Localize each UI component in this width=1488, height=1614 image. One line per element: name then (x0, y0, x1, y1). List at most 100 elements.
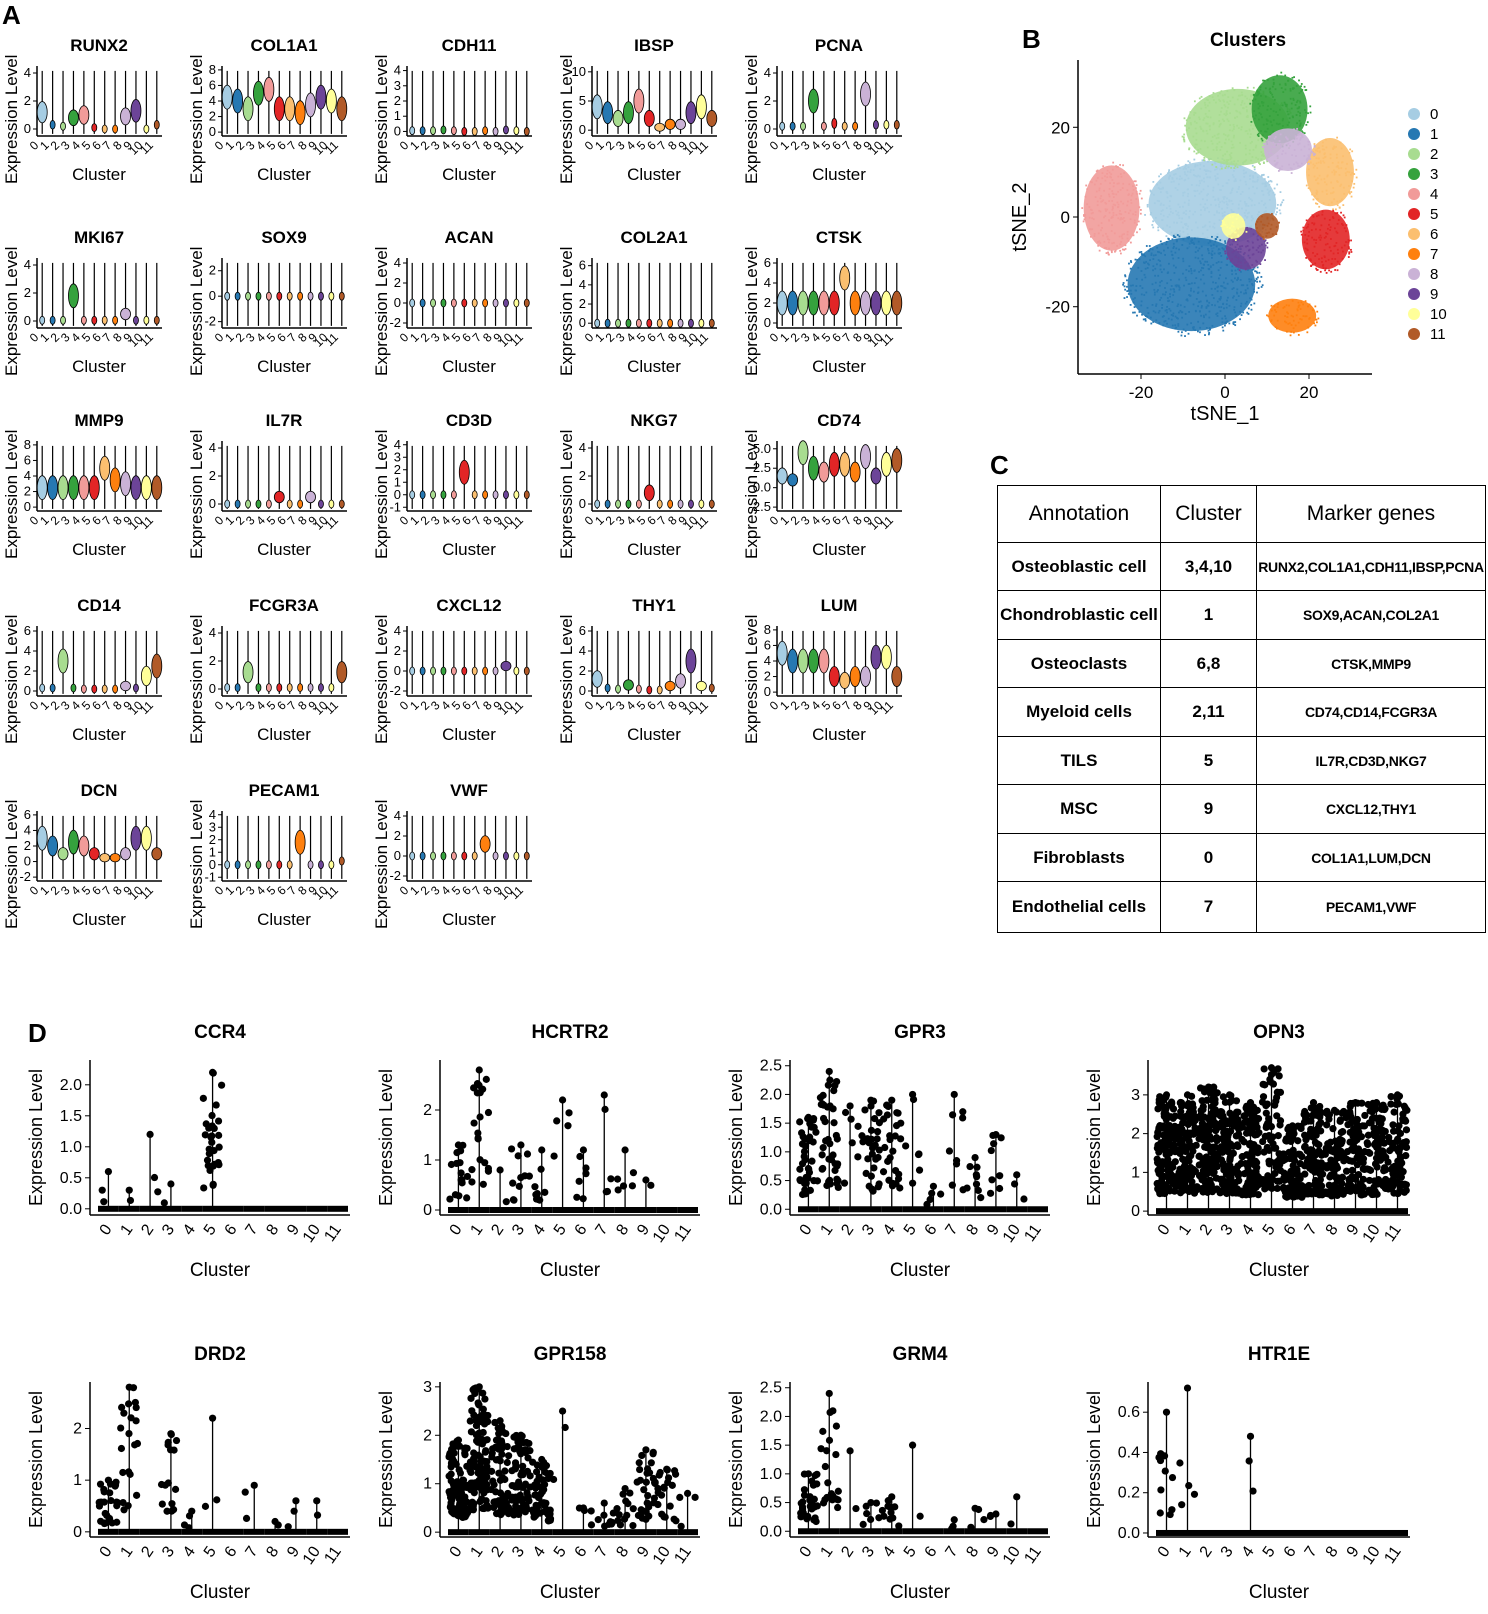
tsne-point (1208, 332, 1211, 334)
tsne-point (1313, 145, 1316, 147)
tsne-point (1232, 240, 1235, 243)
tsne-point (1295, 314, 1298, 317)
tsne-point (1119, 189, 1122, 191)
tsne-point (1206, 236, 1209, 239)
data-point (1210, 1155, 1218, 1163)
tsne-point (1241, 94, 1244, 97)
tsne-point (1121, 218, 1124, 220)
gene-title: CTSK (816, 228, 863, 247)
tsne-point (1260, 286, 1263, 288)
gene-title: OPN3 (1253, 1022, 1305, 1043)
tsne-point (1347, 241, 1350, 244)
gene-title: FCGR3A (249, 596, 319, 615)
tsne-point (1287, 322, 1290, 325)
tsne-point (1245, 130, 1248, 132)
tsne-point (1298, 133, 1301, 136)
y-tick-label: -2 (204, 314, 216, 329)
tsne-point (1307, 143, 1310, 146)
tsne-point (1330, 238, 1332, 240)
tsne-point (1183, 140, 1186, 143)
tsne-point (1112, 193, 1115, 195)
data-point (1262, 1109, 1270, 1117)
y-tick-label: 0 (423, 1202, 432, 1219)
violin-body (471, 851, 478, 861)
tsne-point (1325, 272, 1328, 274)
tsne-point (1231, 273, 1234, 276)
tsne-point (1172, 242, 1175, 245)
tsne-point (1256, 133, 1259, 136)
violin-body (57, 847, 69, 861)
tsne-point (1264, 95, 1267, 98)
tsne-point (1257, 132, 1260, 135)
tsne-point (1319, 234, 1322, 237)
violin-body (685, 101, 697, 125)
x-tick-label: 7 (942, 1221, 961, 1238)
tsne-point (1246, 114, 1249, 117)
tsne-point (1214, 304, 1216, 307)
tsne-point (1190, 123, 1192, 126)
data-point (1168, 1163, 1177, 1171)
tsne-point (1175, 239, 1178, 241)
violin-body (800, 121, 806, 131)
tsne-point (1304, 89, 1307, 92)
data-point (959, 1108, 967, 1116)
tsne-point (1232, 123, 1235, 126)
panel-letter-b: B (1022, 24, 1041, 54)
tsne-point (1295, 155, 1297, 157)
tsne-point (1178, 248, 1180, 251)
tsne-point (1148, 263, 1150, 266)
tsne-point (1233, 250, 1236, 252)
tsne-point (1203, 316, 1205, 319)
data-point (1311, 1151, 1319, 1159)
tsne-point (1207, 304, 1210, 307)
tsne-point (1165, 243, 1168, 246)
tsne-point (1277, 123, 1280, 126)
violin-body (307, 860, 314, 870)
tsne-point (1287, 312, 1289, 315)
tsne-point (1140, 300, 1143, 303)
data-point (864, 1155, 872, 1163)
tsne-point (1242, 284, 1245, 287)
tsne-point (1158, 251, 1161, 254)
tsne-cluster-body (1083, 165, 1140, 251)
tsne-point (1246, 245, 1249, 247)
tsne-point (1107, 238, 1109, 241)
tsne-point (1261, 284, 1264, 287)
tsne-point (1168, 262, 1170, 265)
tsne-point (1252, 176, 1255, 179)
tsne-point (1256, 90, 1259, 92)
tsne-point (1214, 282, 1217, 284)
tsne-point (1183, 166, 1186, 169)
violin-body (130, 825, 142, 851)
tsne-point (1226, 150, 1229, 153)
tsne-point (1227, 165, 1230, 168)
x-tick-label: 7 (242, 1221, 261, 1238)
tsne-point (1315, 149, 1317, 152)
tsne-point (1229, 192, 1232, 195)
x-axis-label: Cluster (72, 725, 126, 744)
tsne-point (1266, 78, 1269, 81)
tsne-point (1335, 170, 1338, 173)
violin-body (461, 127, 468, 136)
tsne-point (1263, 178, 1266, 180)
tsne-point (1220, 163, 1223, 165)
tsne-point (1291, 115, 1294, 118)
tsne-point (1190, 240, 1193, 243)
tsne-point (1325, 189, 1328, 192)
data-point (1275, 1072, 1283, 1080)
tsne-point (1316, 215, 1318, 218)
tsne-point (1218, 141, 1221, 144)
tsne-point (1213, 252, 1216, 255)
tsne-point (1316, 310, 1319, 313)
tsne-point (1231, 87, 1234, 90)
tsne-point (1298, 119, 1301, 122)
tsne-point (1221, 247, 1224, 249)
tsne-point (1331, 257, 1334, 260)
data-point (1223, 1120, 1231, 1128)
tsne-point (1269, 87, 1272, 90)
tsne-point (1129, 267, 1132, 270)
tsne-point (1135, 187, 1137, 189)
violin-body (482, 666, 489, 676)
tsne-point (1231, 187, 1234, 190)
tsne-point (1126, 285, 1128, 288)
